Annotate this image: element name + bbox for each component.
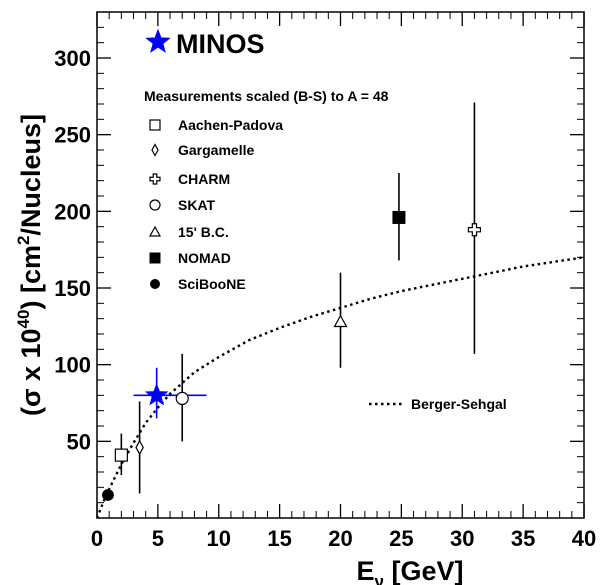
y-tick-label: 200 — [54, 199, 91, 224]
y-tick-label: 150 — [54, 276, 91, 301]
legend-label: NOMAD — [178, 250, 231, 266]
legend-label: Aachen-Padova — [178, 117, 283, 133]
x-tick-label: 10 — [207, 526, 231, 551]
data-point — [102, 489, 114, 501]
y-axis-title-part: /Nucleus] — [16, 114, 46, 236]
data-point — [144, 382, 169, 406]
legend-label-curve: Berger-Sehgal — [411, 396, 507, 412]
legend-marker — [151, 143, 159, 157]
legend-marker — [149, 119, 161, 131]
x-tick-label: 20 — [328, 526, 352, 551]
x-axis-title-main: E — [357, 556, 375, 585]
x-tick-label: 5 — [152, 526, 164, 551]
legend-marker — [149, 199, 161, 211]
y-tick-label: 250 — [54, 123, 91, 148]
theory-curve — [95, 256, 585, 519]
legend-header: Measurements scaled (B-S) to A = 48 — [144, 88, 389, 104]
x-tick-label: 30 — [450, 526, 474, 551]
data-point — [175, 391, 189, 405]
legend-marker — [149, 252, 161, 264]
data-point — [467, 223, 482, 237]
x-tick-label: 0 — [91, 526, 103, 551]
legend-marker-minos — [145, 28, 171, 53]
data-point — [135, 439, 144, 456]
x-axis-title-unit: [GeV] — [384, 556, 464, 585]
y-axis-title-part: (σ x 10 — [16, 328, 46, 416]
x-tick-label: 40 — [572, 526, 596, 551]
y-axis-title-sup: 40 — [14, 310, 33, 329]
y-axis-title: (σ x 1040) [cm2/Nucleus] — [14, 114, 46, 416]
legend-label-minos: MINOS — [176, 29, 265, 59]
data-point — [114, 448, 128, 462]
legend-label: 15' B.C. — [178, 224, 229, 240]
y-tick-label: 50 — [67, 429, 91, 454]
x-tick-label: 25 — [389, 526, 413, 551]
x-axis-title-sub: ν — [375, 572, 384, 585]
data-point — [392, 210, 406, 224]
legend-marker — [150, 279, 160, 289]
x-axis-title: Eν [GeV] — [357, 556, 464, 585]
y-axis-title-part: ) [cm — [16, 245, 46, 310]
x-tick-label: 35 — [511, 526, 535, 551]
legend-label: CHARM — [178, 171, 230, 187]
y-tick-label: 300 — [54, 46, 91, 71]
y-axis-title-sup: 2 — [14, 236, 33, 245]
legend-label: SKAT — [178, 197, 216, 213]
x-tick-label: 15 — [267, 526, 291, 551]
legend-label: SciBooNE — [178, 276, 246, 292]
data-point — [333, 314, 348, 328]
legend-marker — [148, 225, 162, 237]
legend-label: Gargamelle — [178, 142, 254, 158]
legend-marker — [149, 173, 161, 185]
y-tick-label: 100 — [54, 353, 91, 378]
